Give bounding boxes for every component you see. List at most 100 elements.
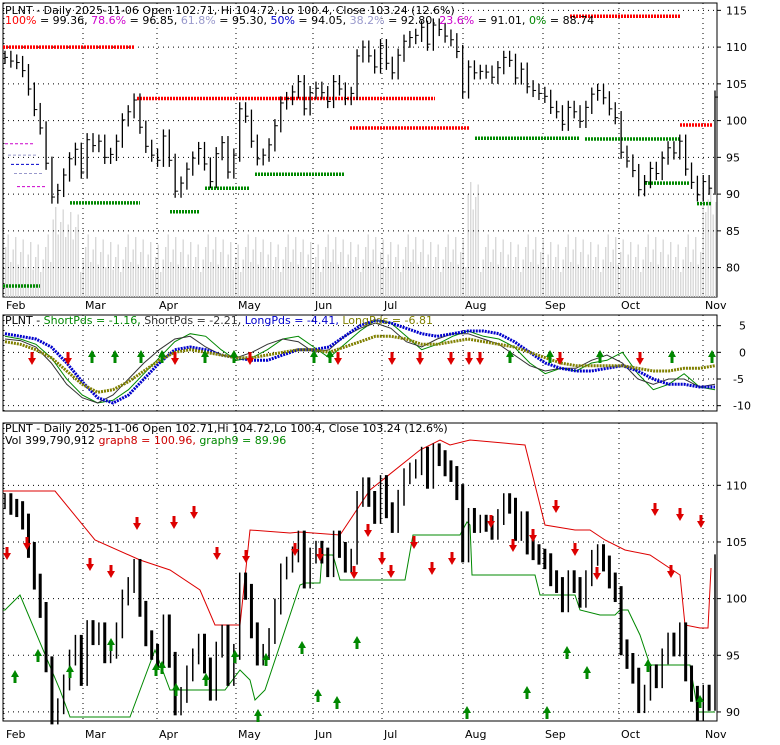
x-tick-label: Apr <box>159 299 179 312</box>
x-tick-label: Nov <box>705 728 727 741</box>
volume-bar <box>512 269 514 297</box>
sell-arrow <box>636 352 644 365</box>
volume-bar <box>350 242 352 297</box>
x-tick-label: May <box>238 728 261 741</box>
volume-bar <box>475 197 477 297</box>
volume-bar <box>90 262 92 297</box>
volume-bar <box>560 272 562 297</box>
buy-arrow <box>523 686 531 699</box>
x-tick-label: Mar <box>85 299 106 312</box>
sell-arrow <box>246 352 254 365</box>
volume-bar <box>232 269 234 297</box>
volume-bar <box>225 267 227 297</box>
sell-arrow <box>64 352 72 365</box>
volume-bar <box>530 262 532 297</box>
volume-bar <box>690 262 692 297</box>
volume-bar <box>335 237 337 297</box>
fib-legend-label: 38.2% <box>350 14 385 27</box>
volume-bar <box>302 239 304 297</box>
indicator-legend-label: ShortPds = -2.21, <box>144 314 245 327</box>
volume-bar <box>697 264 699 297</box>
volume-bar <box>680 272 682 297</box>
buy-arrow <box>254 709 262 722</box>
fib-legend-label: 78.6% <box>91 14 126 27</box>
y-tick-label: 0 <box>739 346 746 359</box>
volume-bar <box>422 239 424 297</box>
y-tick-label: 85 <box>726 225 740 238</box>
volume-bar <box>172 249 174 297</box>
volume-bar <box>135 237 137 297</box>
volume-bar <box>175 237 177 297</box>
volume-bar <box>640 272 642 297</box>
buy-arrow <box>158 661 166 674</box>
volume-bar <box>652 249 654 297</box>
volume-bar <box>385 267 387 297</box>
volume-bar <box>282 259 284 297</box>
volume-bar <box>580 252 582 297</box>
volume-bar <box>170 262 172 297</box>
volume-bar <box>15 237 17 297</box>
volume-bar <box>447 234 449 297</box>
volume-bar <box>285 247 287 297</box>
fib-legend-value: = 96.85, <box>126 14 181 27</box>
volume-bar <box>420 252 422 297</box>
volume-bar <box>145 267 147 297</box>
indicator-title: PLNT - ShortPds = -1.16, ShortPds = -2.2… <box>5 314 433 327</box>
volume-bar <box>115 257 117 297</box>
volume-bar <box>277 244 279 297</box>
volume-bar <box>330 262 332 297</box>
volume-bar <box>505 267 507 297</box>
volume-bar <box>257 264 259 297</box>
volume-bar <box>425 267 427 297</box>
volume-bar <box>607 234 609 297</box>
y-tick-label: -10 <box>733 400 751 413</box>
volume-bar <box>62 209 64 297</box>
volume-bar <box>545 267 547 297</box>
volume-bar <box>390 242 392 297</box>
volume-bar <box>657 264 659 297</box>
volume-bar <box>40 272 42 297</box>
volume-bar <box>192 269 194 297</box>
y-tick-label: 110 <box>726 41 747 54</box>
volume-bar <box>620 252 622 297</box>
volume-bar <box>552 269 554 297</box>
volume-bar <box>540 252 542 297</box>
volume-bar <box>32 269 34 297</box>
volume-bar <box>655 237 657 297</box>
sell-arrow <box>334 352 342 365</box>
sell-arrow <box>428 562 436 575</box>
y-tick-label: 100 <box>726 593 747 606</box>
series-line <box>4 319 716 404</box>
volume-bar <box>635 257 637 297</box>
volume-bar <box>317 244 319 297</box>
sell-arrow <box>697 515 705 528</box>
buy-arrow <box>546 350 554 363</box>
volume-bar <box>700 252 702 297</box>
volume-bar <box>605 247 607 297</box>
x-tick-label: Sep <box>545 728 566 741</box>
volume-bar <box>237 244 239 297</box>
volume-bar <box>37 244 39 297</box>
x-tick-label: Jul <box>383 728 397 741</box>
volume-bar <box>597 244 599 297</box>
volume-bar <box>677 244 679 297</box>
volume-bar <box>22 239 24 297</box>
volume-bar <box>87 234 89 297</box>
volume-bar <box>327 234 329 297</box>
fib-legend-label: 100% <box>5 14 36 27</box>
volume-bar <box>155 257 157 297</box>
volume-bar <box>595 257 597 297</box>
y-tick-label: 105 <box>726 78 747 91</box>
volume-bar <box>500 252 502 297</box>
buy-arrow <box>696 695 704 708</box>
volume-bar <box>705 212 707 297</box>
volume-bar <box>517 244 519 297</box>
volume-bar <box>567 234 569 297</box>
volume-bar <box>520 272 522 297</box>
volume-bar <box>187 254 189 297</box>
volume-bar <box>137 264 139 297</box>
volume-bar <box>92 249 94 297</box>
lower-band-line <box>3 521 715 718</box>
volume-bar <box>495 237 497 297</box>
volume-bar <box>382 239 384 297</box>
